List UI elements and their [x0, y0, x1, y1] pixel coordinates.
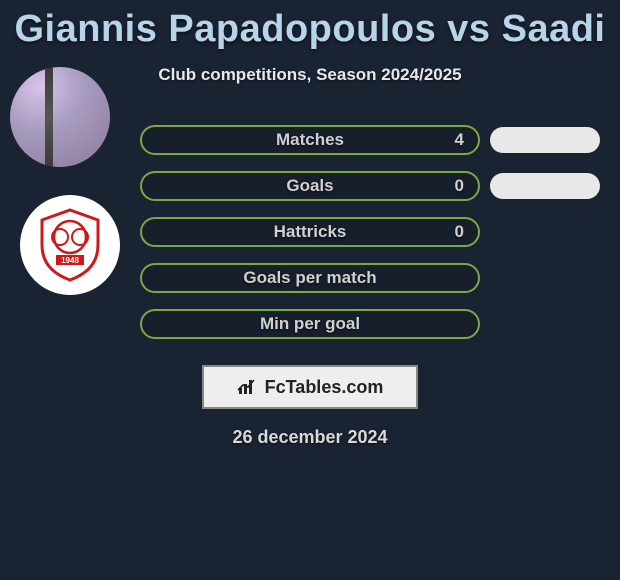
pill-left-matches: Matches 4: [140, 125, 480, 155]
svg-text:1948: 1948: [61, 256, 79, 265]
stat-value-left: 4: [455, 130, 464, 150]
stat-label: Goals: [142, 176, 478, 196]
pill-left-goals: Goals 0: [140, 171, 480, 201]
brand-text: FcTables.com: [265, 377, 384, 398]
pill-right-goals: [490, 173, 600, 199]
stat-label: Hattricks: [142, 222, 478, 242]
page-date: 26 december 2024: [0, 427, 620, 448]
pill-right-matches: [490, 127, 600, 153]
player2-avatar: 1948: [20, 195, 120, 295]
stat-label: Goals per match: [142, 268, 478, 288]
comparison-bars: 1948 Matches 4 Goals 0 Hattricks 0 Goals…: [0, 117, 620, 347]
stat-value-left: 0: [455, 222, 464, 242]
stat-label: Matches: [142, 130, 478, 150]
page-title: Giannis Papadopoulos vs Saadi: [0, 0, 620, 51]
stat-label: Min per goal: [142, 314, 478, 334]
stat-value-left: 0: [455, 176, 464, 196]
stat-row-mpg: Min per goal: [0, 301, 620, 347]
pill-left-gpm: Goals per match: [140, 263, 480, 293]
player1-avatar: [10, 67, 110, 167]
pill-left-hattricks: Hattricks 0: [140, 217, 480, 247]
pill-left-mpg: Min per goal: [140, 309, 480, 339]
chart-icon: [237, 378, 259, 396]
brand-watermark: FcTables.com: [202, 365, 418, 409]
